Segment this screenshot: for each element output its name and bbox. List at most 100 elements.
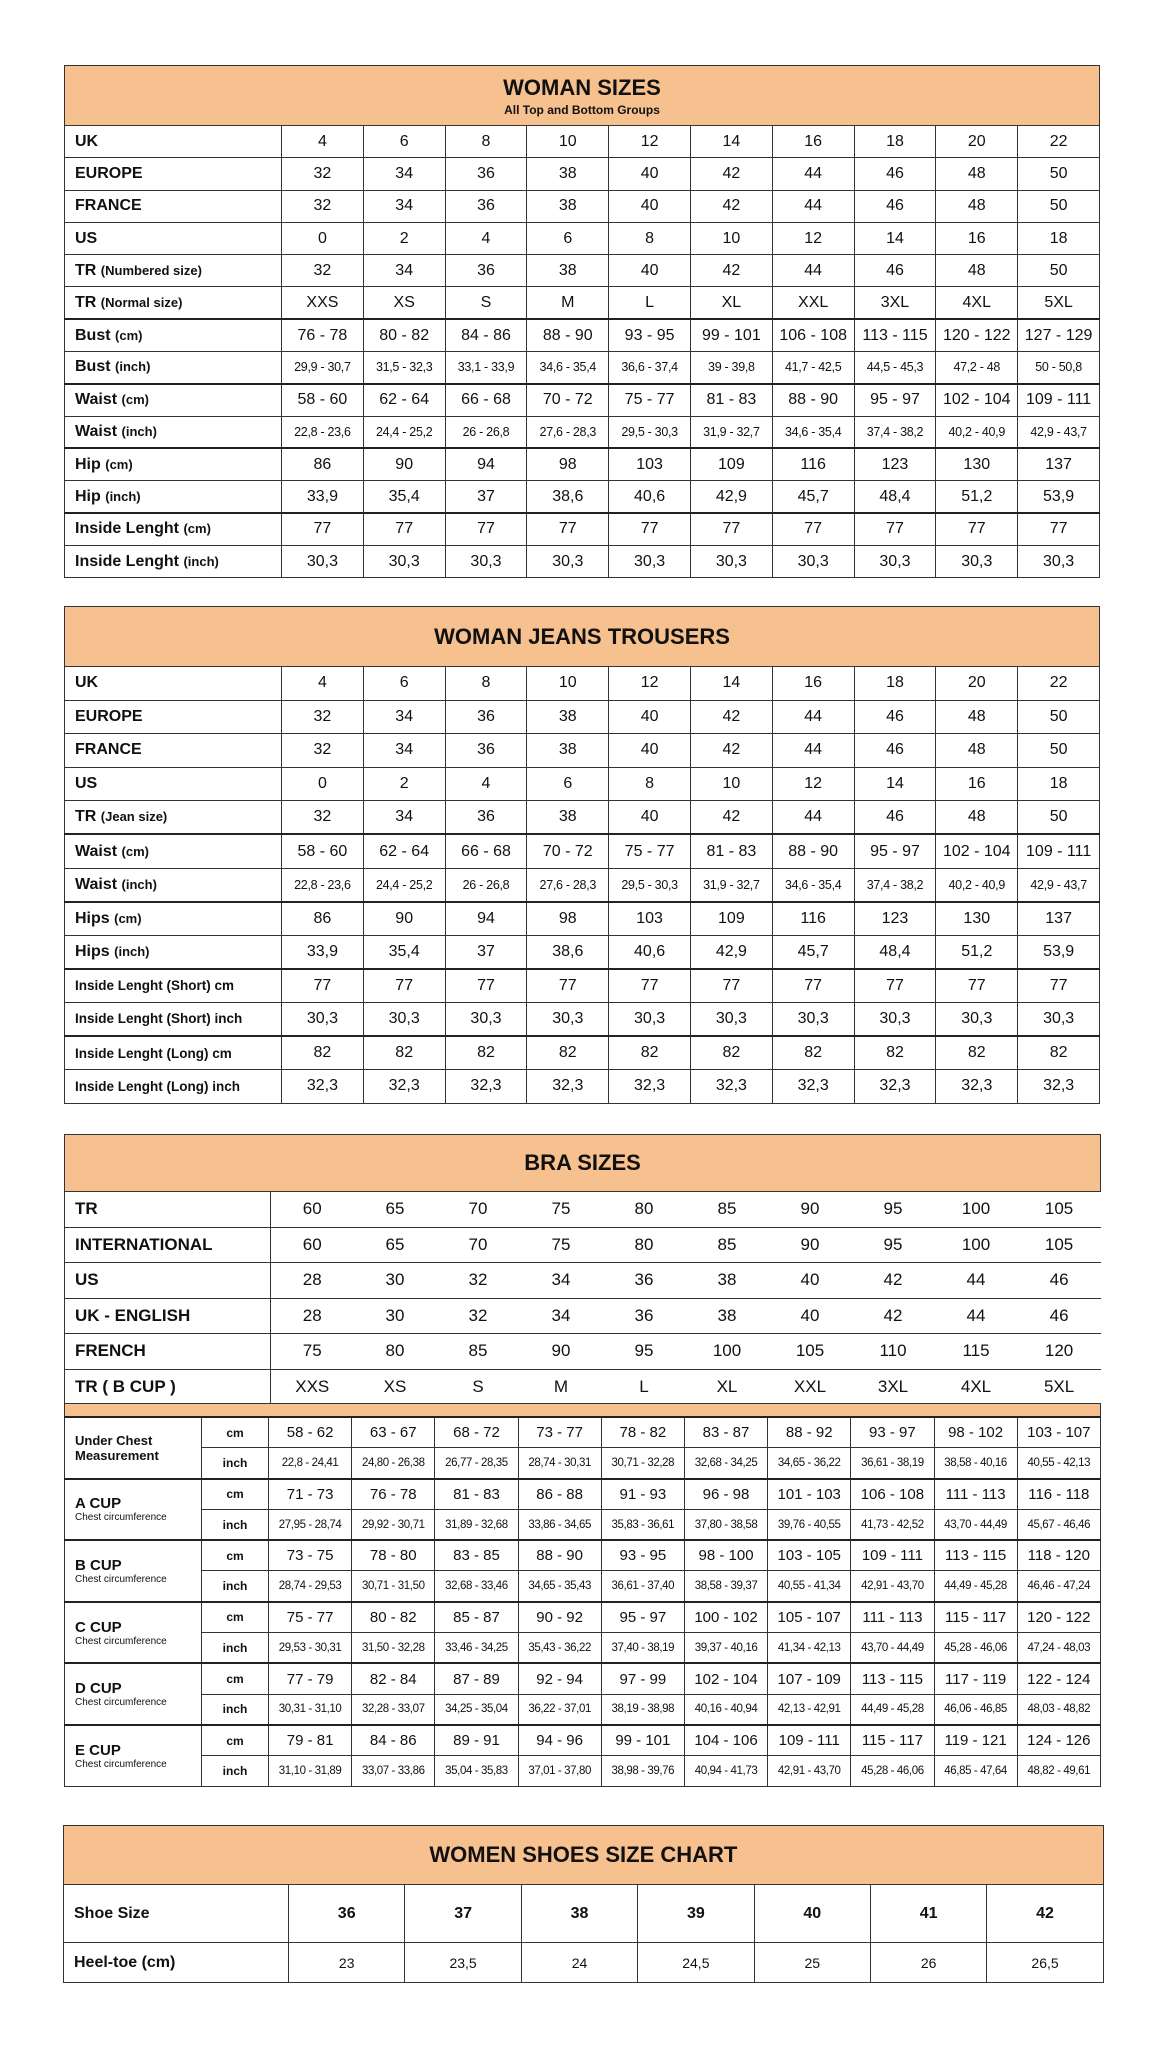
size-cell: 77 - 79 — [267, 1662, 353, 1695]
size-cell: 37 — [444, 480, 528, 514]
cup-name: C CUP — [75, 1618, 122, 1636]
table-row: Waist (inch) 22,8 - 23,6 24,4 - 25,2 26 - 2… — [64, 415, 1100, 449]
size-cell: 82 — [689, 1035, 773, 1071]
size-cell: 27,6 - 28,3 — [526, 415, 610, 449]
table-title: BRA SIZES — [524, 1150, 641, 1175]
size-cell: 102 - 104 — [935, 833, 1019, 869]
size-cell: 24,4 - 25,2 — [362, 415, 446, 449]
size-cell: 32 — [281, 699, 364, 735]
row-label: US — [64, 221, 282, 256]
size-cell: S — [444, 286, 528, 320]
size-cell: 32,28 - 33,07 — [351, 1693, 436, 1726]
size-cell: 90 — [362, 900, 446, 936]
size-cell: 40 — [608, 733, 691, 768]
size-cell: 48 — [935, 157, 1019, 191]
size-cell: 26,5 — [986, 1942, 1104, 1983]
size-cell: 38,58 - 39,37 — [683, 1570, 769, 1603]
size-cell: 109 — [689, 900, 773, 936]
size-cell: 42 — [689, 254, 773, 288]
size-cell: 42,13 - 42,91 — [767, 1693, 852, 1726]
size-cell: 29,5 - 30,3 — [608, 415, 691, 449]
size-cell: 99 - 101 — [689, 318, 773, 353]
size-cell: 38,58 - 40,16 — [933, 1447, 1018, 1480]
size-cell: 22,8 - 24,41 — [267, 1447, 353, 1480]
table-row: inch 31,10 - 31,89 33,07 - 33,86 35,04 - 35… — [65, 1755, 1101, 1788]
size-cell: 32,68 - 34,25 — [683, 1447, 769, 1480]
size-cell: 48 — [935, 800, 1019, 835]
size-cell: 98 - 102 — [933, 1416, 1018, 1449]
size-cell: 8 — [608, 221, 691, 256]
row-label-text: Inside Lenght — [75, 520, 179, 538]
size-cell: 39,37 - 40,16 — [683, 1632, 769, 1664]
size-cell: 40,55 - 42,13 — [1016, 1447, 1101, 1480]
size-cell: XS — [362, 286, 446, 320]
size-cell: 10 — [689, 221, 773, 256]
bra-cup-table: Under Chest Measurement cm 58 - 62 63 - 67 6… — [64, 1403, 1101, 1788]
size-cell: XS — [353, 1368, 437, 1405]
size-cell: 30,3 — [444, 1001, 528, 1037]
size-cell: 88 - 90 — [771, 382, 855, 417]
size-cell: 4 — [444, 766, 528, 802]
table-header: WOMEN SHOES SIZE CHART — [63, 1825, 1104, 1885]
size-cell: 62 - 64 — [362, 833, 446, 869]
size-cell: 30,3 — [444, 544, 528, 579]
size-cell: 63 - 67 — [351, 1416, 436, 1449]
size-cell: 77 — [1017, 512, 1100, 546]
size-cell: 31,50 - 32,28 — [351, 1632, 436, 1664]
size-cell: 30,3 — [689, 1001, 773, 1037]
size-cell: 48 — [935, 699, 1019, 735]
size-cell: 23 — [287, 1942, 406, 1983]
size-cell: 83 - 85 — [434, 1539, 519, 1572]
size-cell: 82 — [362, 1035, 446, 1071]
unit-label: inch — [201, 1632, 269, 1664]
size-cell: 30,3 — [281, 1001, 364, 1037]
size-cell: 38 — [526, 189, 610, 223]
size-cell: 40,55 - 41,34 — [767, 1570, 852, 1603]
table-row: Shoe Size 36 37 38 39 40 41 42 — [63, 1884, 1104, 1943]
size-cell: 75 — [519, 1226, 603, 1263]
table-row: Waist (cm) 58 - 60 62 - 64 66 - 68 70 - 72 75… — [64, 382, 1100, 417]
row-label-text: Hips — [75, 909, 110, 927]
table-row: INTERNATIONAL 60 65 70 75 80 85 90 95 100 105 — [64, 1226, 1101, 1263]
size-cell: 37 — [404, 1884, 522, 1943]
size-cell: 65 — [353, 1191, 437, 1228]
cup-subtitle: Chest circumference — [75, 1512, 167, 1524]
size-cell: 127 - 129 — [1017, 318, 1100, 353]
size-cell: 24,80 - 26,38 — [351, 1447, 436, 1480]
size-cell: 90 — [768, 1191, 852, 1228]
size-cell: M — [519, 1368, 603, 1405]
row-label-text: EUROPE — [75, 164, 143, 182]
size-cell: 109 - 111 — [767, 1723, 852, 1757]
size-cell: 36 — [444, 733, 528, 768]
size-cell: 10 — [526, 666, 610, 701]
row-label: Hip (inch) — [64, 480, 282, 514]
size-cell: 30,3 — [771, 544, 855, 579]
row-label: Inside Lenght (Long) inch — [64, 1069, 282, 1104]
unit-label: inch — [201, 1570, 269, 1603]
size-cell: 40,2 - 40,9 — [935, 867, 1019, 903]
size-cell: 38 — [520, 1884, 639, 1943]
row-label: INTERNATIONAL — [64, 1226, 271, 1263]
size-cell: 77 — [444, 512, 528, 546]
size-cell: 46 — [853, 189, 937, 223]
size-cell: 82 — [853, 1035, 937, 1071]
size-cell: 116 — [771, 900, 855, 936]
table-row: FRANCE 32 34 36 38 40 42 44 46 48 50 — [64, 733, 1101, 768]
size-cell: 119 - 121 — [933, 1723, 1018, 1757]
size-cell: 42 — [986, 1884, 1104, 1943]
row-unit: (cm) — [105, 456, 133, 472]
size-cell: 34,65 - 35,43 — [517, 1570, 602, 1603]
size-cell: 30,3 — [608, 544, 691, 579]
size-cell: 46 — [1017, 1297, 1101, 1334]
size-cell: 100 - 102 — [683, 1600, 769, 1634]
row-label-text: UK — [75, 132, 99, 150]
size-cell: 48,4 — [853, 934, 937, 970]
row-unit: (inch) — [115, 359, 151, 375]
table-row: TR (Normal size) XXS XS S M L XL XXL 3XL 4XL 5XL — [64, 286, 1100, 320]
size-cell: 40 — [608, 157, 691, 191]
size-cell: 46 — [853, 699, 937, 735]
size-cell: 35,83 - 36,61 — [600, 1508, 685, 1541]
size-cell: 115 — [934, 1333, 1018, 1370]
row-label-text: Hip — [75, 487, 101, 505]
woman-jeans-table: WOMAN JEANS TROUSERS UK 4 6 8 10 12 14 16 18 20 22 E… — [63, 606, 1101, 1104]
